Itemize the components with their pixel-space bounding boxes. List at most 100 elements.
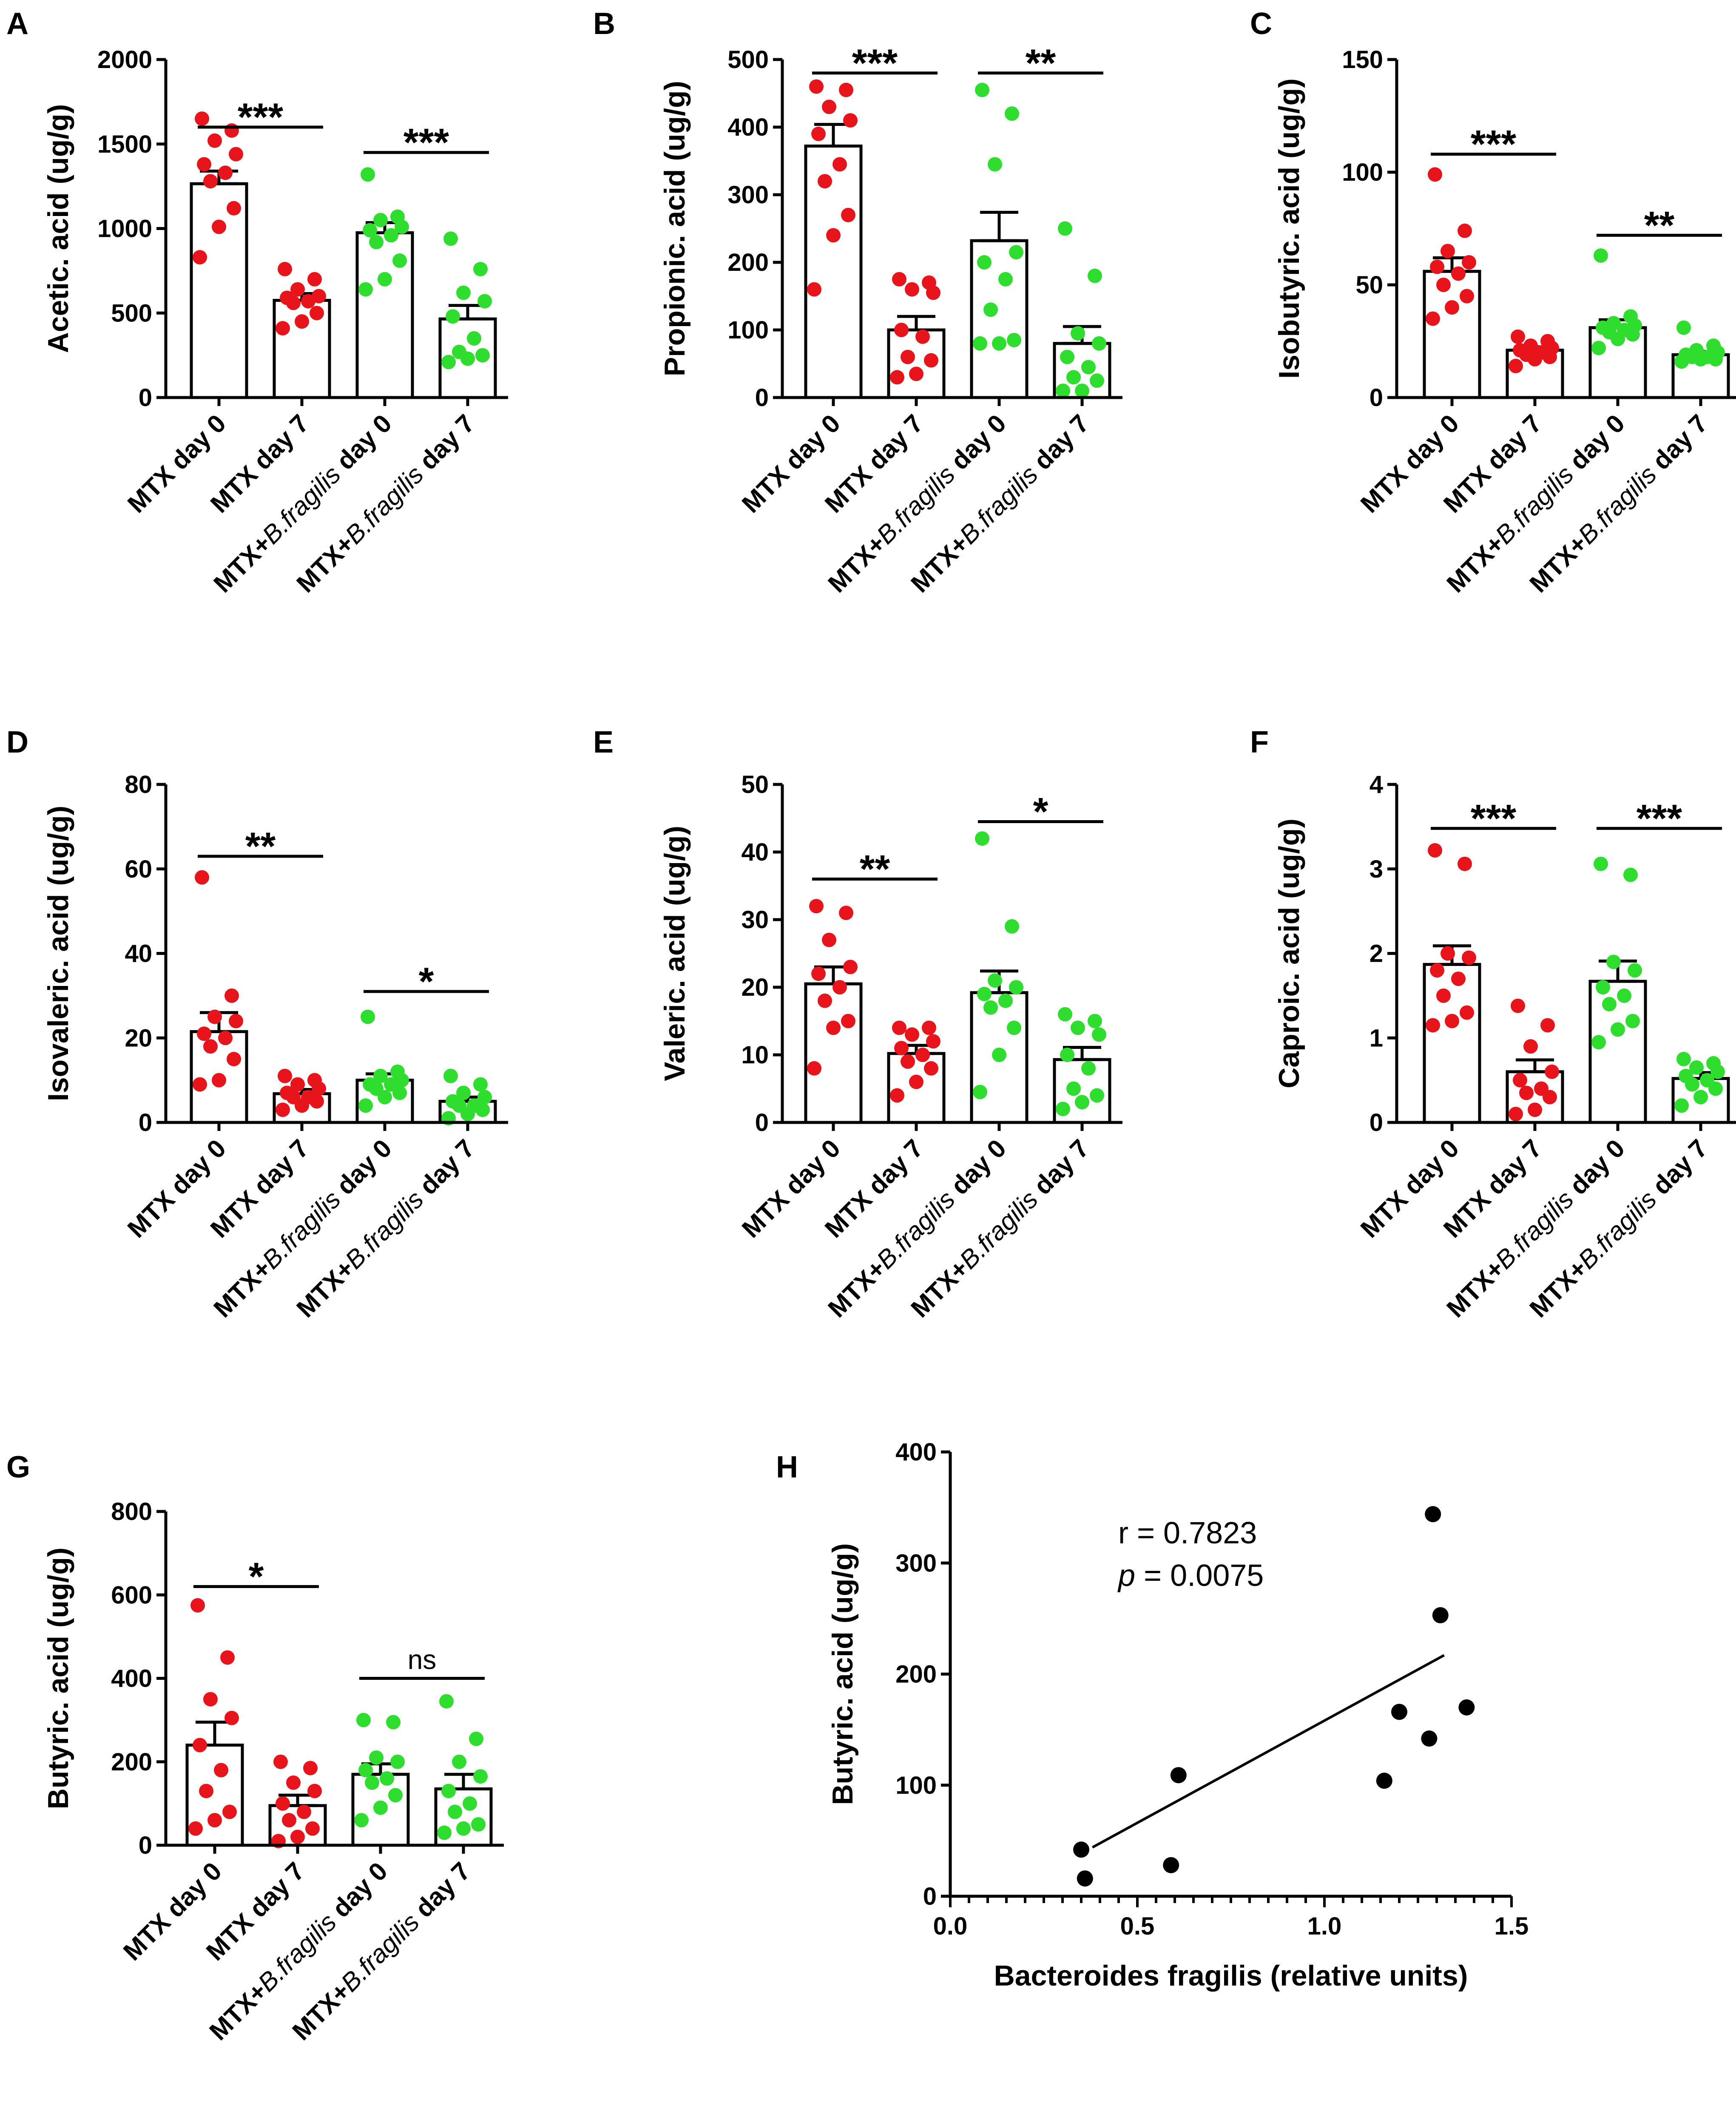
data-point [926, 1034, 940, 1049]
data-point [1611, 1022, 1625, 1037]
data-point [473, 1769, 488, 1784]
data-point [1425, 1506, 1441, 1523]
data-point [477, 294, 492, 309]
data-point [1693, 352, 1708, 366]
data-point [1445, 300, 1459, 315]
data-point [441, 1784, 456, 1798]
data-point [1685, 1077, 1699, 1092]
y-tick-label: 4 [1369, 771, 1383, 798]
x-tick-label-part: B.fragilis [1573, 1185, 1662, 1274]
bar-1 [1423, 963, 1481, 1124]
data-point [365, 1775, 379, 1790]
panel-letter: F [1250, 725, 1269, 759]
data-point [826, 1020, 841, 1035]
data-point [195, 870, 209, 885]
data-point [286, 1775, 301, 1790]
data-point [1009, 980, 1023, 994]
data-point [977, 986, 992, 1001]
data-point [384, 228, 398, 243]
data-point [1623, 867, 1638, 882]
data-point [1092, 1027, 1106, 1042]
x-tick-label-part: day 0 [326, 1134, 398, 1205]
data-point [1066, 1081, 1081, 1096]
x-tick-label-part: day 0 [1559, 1134, 1631, 1205]
data-point [909, 366, 923, 381]
data-point [369, 235, 384, 250]
data-point [1088, 268, 1102, 283]
data-point [1596, 980, 1610, 994]
data-point [809, 79, 824, 94]
data-point [475, 348, 490, 363]
x-axis-label: Bacteroides fragilis (relative units) [994, 1960, 1468, 1992]
data-point [358, 1763, 373, 1778]
significance-label: *** [238, 96, 284, 139]
data-point [1543, 1090, 1557, 1105]
data-point [992, 336, 1006, 351]
data-point [924, 1061, 938, 1076]
data-point [1007, 332, 1021, 347]
data-point [1528, 1102, 1542, 1117]
data-point [443, 1068, 458, 1083]
data-point [1071, 326, 1085, 341]
data-point [392, 253, 407, 268]
data-point [220, 1650, 235, 1665]
x-tick-label-part: B.fragilis [335, 1908, 425, 1997]
y-axis-label: Propionic. acid (ug/g) [659, 81, 691, 376]
panel-H: H 0 100 200 300 400 0.0 0.5 1.0 1.5 Butyric. acid … [776, 1438, 1529, 1992]
panel-letter: A [6, 7, 28, 41]
data-point [224, 1710, 239, 1725]
data-point [1458, 1699, 1475, 1716]
data-point [1545, 1064, 1559, 1079]
x-tick-label-part: day 0 [940, 409, 1012, 480]
data-point [295, 1098, 309, 1113]
data-point [1391, 1704, 1407, 1720]
data-point [1090, 373, 1104, 388]
data-point [1005, 106, 1019, 121]
data-point [307, 272, 322, 287]
data-point [1509, 1107, 1523, 1122]
y-tick-label: 2000 [97, 46, 152, 74]
data-point [973, 336, 987, 351]
data-point [290, 282, 305, 297]
significance-label: * [1033, 790, 1048, 833]
bar-3 [1588, 980, 1647, 1124]
data-point [901, 1054, 915, 1069]
data-point [378, 272, 392, 287]
data-point [1060, 349, 1074, 364]
data-point [1676, 1051, 1691, 1066]
y-tick-label: 0 [139, 384, 152, 412]
significance-label: *** [403, 121, 449, 165]
data-point [1543, 349, 1557, 364]
data-point [469, 1731, 483, 1746]
data-point [822, 932, 836, 947]
data-point [1523, 1039, 1538, 1054]
data-point [224, 123, 239, 138]
data-point [1436, 278, 1451, 292]
x-tick-label-part: day 7 [409, 409, 480, 480]
data-point [380, 1771, 394, 1786]
data-point [1081, 1061, 1096, 1076]
data-point [1462, 255, 1476, 270]
y-tick-label: 400 [895, 1438, 937, 1466]
y-tick-label: 0 [1369, 384, 1383, 412]
data-point [1519, 1085, 1534, 1100]
data-point [443, 231, 458, 246]
panel-letter: C [1250, 7, 1272, 41]
data-point [1710, 1064, 1725, 1079]
data-point [1591, 1035, 1606, 1050]
p-value: p = 0.0075 [1117, 1559, 1264, 1593]
data-point [924, 353, 938, 368]
data-point [278, 1068, 292, 1083]
data-point [207, 1813, 222, 1828]
data-point [926, 285, 940, 300]
significance-label: * [419, 960, 434, 1003]
significance-label: *** [852, 42, 898, 85]
data-point [1445, 1014, 1459, 1028]
data-point [439, 1694, 454, 1709]
data-point [475, 1102, 490, 1117]
data-point [1077, 1870, 1093, 1887]
y-tick-label: 300 [895, 1549, 937, 1577]
data-point [199, 1784, 213, 1798]
